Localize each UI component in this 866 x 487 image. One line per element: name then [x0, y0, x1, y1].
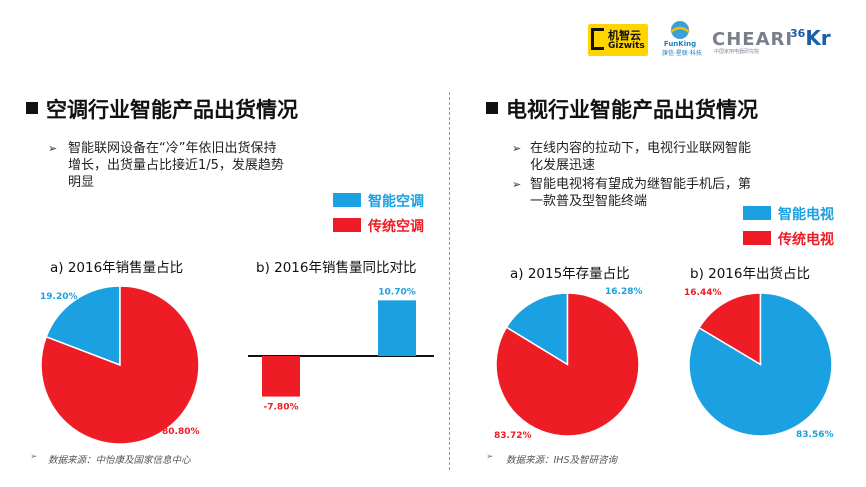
right-bullet-2-line-1: 智能电视将有望成为继智能手机后，第 — [530, 177, 752, 192]
36kr-logo-text: Kr — [805, 26, 831, 50]
tv-shipment-pie-chart — [688, 292, 833, 437]
gizwits-logo-cn: 机智云 — [608, 29, 641, 42]
right-bullet-2-line-2: 一款普及型智能终端 — [530, 194, 648, 209]
ac-bar-label-2: 10.70% — [378, 287, 416, 297]
funking-logo-en: FunKing — [664, 40, 696, 48]
right-bullet-1-arrow-icon: ➢ — [512, 142, 522, 155]
gizwits-logo: 机智云 Gizwits — [588, 24, 648, 56]
legend-traditional-tv-swatch — [743, 231, 771, 245]
tv-ship-pie-slice-1 — [698, 292, 762, 366]
left-source-arrow-icon: ➢ — [30, 452, 38, 462]
right-title-square-icon — [486, 102, 498, 114]
ac-yoy-bar-chart: -7.80% 10.70% — [248, 287, 434, 413]
gizwits-logo-en: Gizwits — [608, 41, 645, 51]
ac-pie-slice-2 — [40, 285, 200, 445]
legend-traditional-ac-label: 传统空调 — [368, 219, 424, 235]
cheari-logo-subtitle: 中国家用电器研究院 — [714, 49, 760, 55]
ac-bar-label-1: -7.80% — [264, 403, 299, 413]
ac-bar-1 — [262, 356, 300, 397]
legend-smart-tv-label: 智能电视 — [778, 207, 834, 223]
tv-stock-smart-label: 16.28% — [605, 287, 643, 297]
funking-logo: FunKing 旗信·星联·科技 — [662, 20, 702, 60]
tv-stock-traditional-label: 83.72% — [494, 431, 532, 441]
left-bullet-line-3: 明显 — [68, 175, 95, 190]
ac-sales-pie-chart — [40, 285, 200, 445]
right-bullet-2-arrow-icon: ➢ — [512, 178, 522, 191]
section-divider — [449, 92, 450, 470]
chart-a-right-title: a) 2015年存量占比 — [510, 266, 630, 282]
left-data-source: 数据来源：中怡康及国家信息中心 — [48, 455, 191, 466]
36kr-logo-number: 36 — [790, 27, 806, 40]
left-title-square-icon — [26, 102, 38, 114]
tv-stock-pie-slice-1 — [505, 292, 569, 366]
cheari-logo: CHEARI — [712, 29, 794, 50]
tv-stock-pie-slice-2 — [495, 292, 640, 437]
right-source-arrow-icon: ➢ — [486, 452, 494, 462]
ac-pie-smart-label: 19.20% — [40, 292, 78, 302]
tv-ship-pie-slice-2 — [688, 292, 833, 437]
right-section-title: 电视行业智能产品出货情况 — [506, 98, 758, 122]
funking-emblem-icon: FunKing — [664, 21, 696, 48]
legend-traditional-tv-label: 传统电视 — [778, 232, 834, 248]
ac-bar-2 — [378, 300, 416, 356]
legend-traditional-ac-swatch — [333, 218, 361, 232]
tv-ship-traditional-label: 16.44% — [684, 288, 722, 298]
ac-pie-slice-1 — [45, 285, 121, 367]
left-section-title: 空调行业智能产品出货情况 — [46, 98, 298, 122]
right-bullet-1-line-2: 化发展迅速 — [530, 158, 596, 173]
tv-ship-smart-label: 83.56% — [796, 430, 834, 440]
chart-a-left-title: a) 2016年销售量占比 — [50, 260, 184, 276]
legend-smart-tv-swatch — [743, 206, 771, 220]
legend-smart-ac-label: 智能空调 — [368, 194, 424, 210]
tv-stock-pie-chart — [495, 292, 640, 437]
chart-b-right-title: b) 2016年出货占比 — [690, 266, 810, 282]
right-bullet-1-line-1: 在线内容的拉动下，电视行业联网智能 — [530, 141, 752, 156]
chart-b-left-title: b) 2016年销售量同比对比 — [256, 260, 417, 276]
left-bullet-line-2: 增长，出货量占比接近1/5，发展趋势 — [68, 158, 284, 173]
36kr-logo: 36Kr — [790, 26, 831, 50]
ac-pie-traditional-label: 80.80% — [162, 427, 200, 437]
left-bullet-arrow-icon: ➢ — [48, 142, 58, 155]
legend-smart-ac-swatch — [333, 193, 361, 207]
right-data-source: 数据来源：IHS及智研咨询 — [506, 455, 617, 466]
funking-logo-cn: 旗信·星联·科技 — [662, 50, 702, 57]
left-bullet-line-1: 智能联网设备在“冷”年依旧出货保持 — [68, 141, 277, 156]
gizwits-glyph-icon — [591, 28, 604, 50]
